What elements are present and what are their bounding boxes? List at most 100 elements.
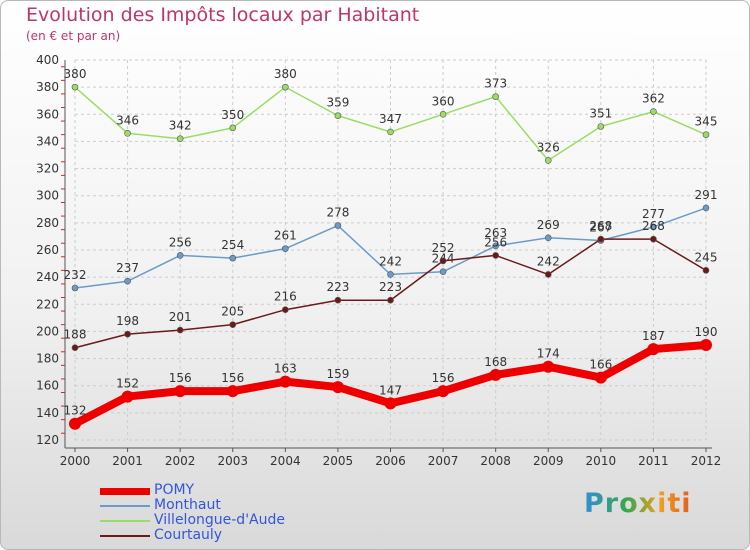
data-label: 362 (642, 92, 665, 106)
y-tick-label: 380 (36, 80, 59, 94)
data-label: 223 (379, 280, 402, 294)
data-point (124, 277, 131, 285)
data-point (597, 235, 605, 243)
data-point (124, 129, 131, 137)
x-tick-label: 2009 (533, 454, 564, 468)
data-point (229, 124, 237, 132)
data-label: 252 (432, 241, 455, 255)
data-point (282, 245, 289, 252)
data-label: 380 (64, 67, 87, 81)
data-label: 342 (169, 119, 192, 133)
data-point (439, 268, 447, 276)
data-point (334, 222, 342, 229)
chart-subtitle: (en € et par an) (26, 29, 121, 43)
data-label: 268 (589, 219, 612, 233)
data-point (544, 234, 552, 242)
chart-title: Evolution des Impôts locaux par Habitant (26, 4, 420, 26)
data-label: 326 (537, 140, 560, 154)
legend-swatch (100, 505, 150, 507)
data-label: 216 (274, 290, 297, 304)
data-point (437, 385, 450, 398)
data-point (702, 131, 710, 138)
data-label: 156 (221, 371, 244, 385)
data-point (71, 83, 79, 91)
data-point (71, 284, 79, 292)
data-point (384, 397, 397, 410)
y-tick-label: 300 (36, 189, 59, 203)
x-tick-label: 2010 (586, 454, 617, 468)
data-point (492, 252, 499, 259)
data-point (174, 385, 187, 398)
data-point (124, 330, 131, 338)
data-label: 223 (326, 280, 349, 294)
data-label: 237 (116, 261, 139, 275)
data-point (647, 343, 660, 356)
data-point (650, 223, 657, 231)
data-label: 278 (326, 206, 349, 220)
data-label: 263 (484, 226, 507, 240)
data-label: 359 (326, 96, 349, 110)
data-point (439, 110, 447, 118)
x-tick-label: 2012 (691, 454, 722, 468)
data-label: 168 (484, 355, 507, 369)
legend-label: Courtauly (154, 527, 223, 543)
data-label: 350 (221, 108, 244, 122)
series-1: 232237256254261278242244263269267277291 (64, 188, 718, 292)
y-tick-label: 280 (36, 216, 59, 230)
data-label: 163 (274, 362, 297, 376)
data-label: 268 (642, 219, 665, 233)
data-point (176, 326, 184, 334)
data-point (489, 368, 502, 381)
data-point (279, 375, 292, 388)
data-label: 245 (695, 250, 718, 264)
data-label: 277 (642, 207, 665, 221)
data-point (282, 306, 289, 314)
data-label: 190 (695, 325, 718, 339)
legend-swatch (100, 535, 150, 537)
data-label: 347 (379, 112, 402, 126)
legend-label: POMY (154, 482, 195, 498)
x-tick-label: 2008 (480, 454, 511, 468)
data-point (650, 108, 657, 115)
x-tick-label: 2004 (270, 454, 301, 468)
data-label: 152 (116, 377, 139, 391)
x-tick-label: 2002 (165, 454, 196, 468)
data-point (544, 271, 552, 278)
data-label: 380 (274, 67, 297, 81)
data-point (176, 252, 184, 259)
legend-swatch (100, 520, 150, 522)
data-point (650, 235, 657, 243)
data-point (331, 381, 344, 394)
data-point (594, 371, 607, 384)
data-point (176, 135, 184, 143)
data-label: 360 (432, 94, 455, 108)
y-tick-label: 240 (36, 270, 59, 284)
data-point (387, 271, 394, 278)
data-label: 256 (169, 235, 192, 249)
data-point (544, 157, 552, 164)
data-point (226, 385, 239, 398)
legend-item: Courtauly (100, 527, 360, 544)
series-2: 380 346 342 350 380 359 347 360 373 326 351 362 345 (64, 67, 717, 164)
data-label: 232 (64, 268, 87, 282)
data-label: 188 (64, 328, 87, 342)
data-label: 242 (537, 254, 560, 268)
data-label: 187 (642, 329, 665, 343)
data-label: 254 (221, 238, 244, 252)
data-point (69, 417, 81, 430)
data-label: 156 (169, 371, 192, 385)
x-tick-label: 2000 (60, 454, 91, 468)
data-point (492, 93, 499, 100)
data-point (702, 204, 710, 212)
data-label: 291 (695, 188, 718, 202)
y-tick-label: 200 (36, 324, 59, 338)
x-tick-label: 2001 (112, 454, 143, 468)
data-point (71, 344, 79, 352)
data-point (229, 321, 237, 328)
data-point (702, 267, 710, 274)
data-label: 269 (537, 218, 560, 232)
y-tick-label: 340 (36, 134, 59, 148)
y-tick-label: 360 (36, 107, 59, 121)
y-tick-label: 180 (36, 352, 59, 366)
